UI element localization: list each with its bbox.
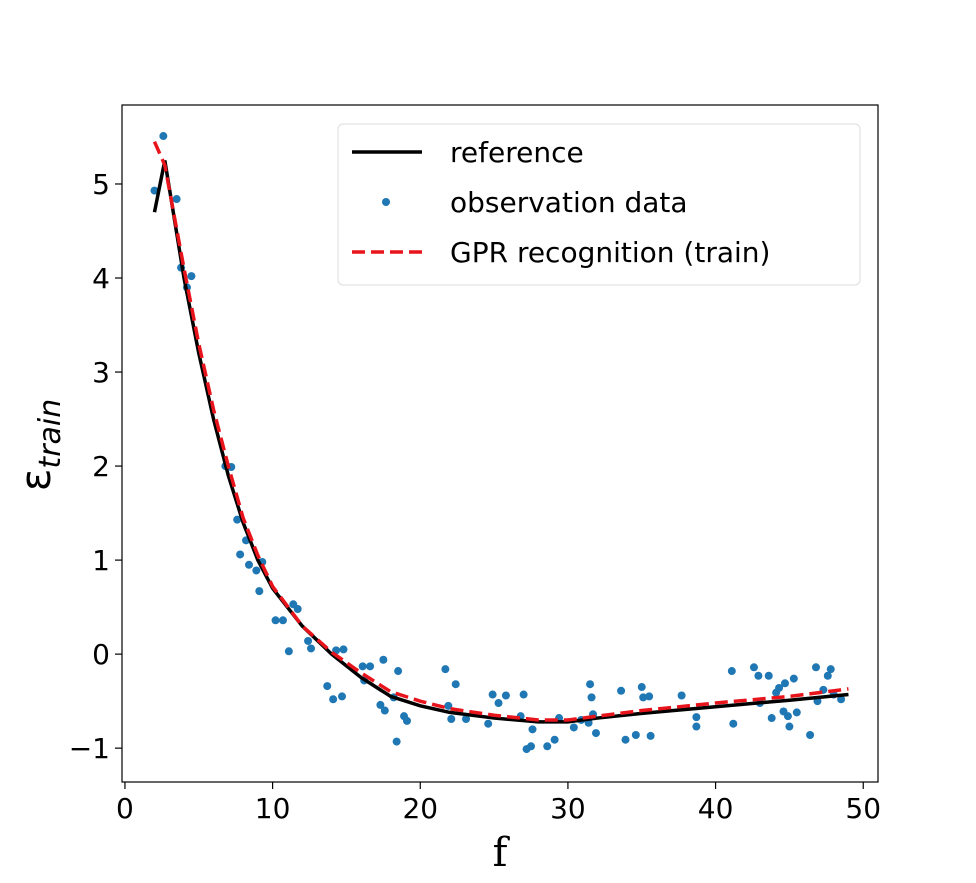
point <box>621 735 630 744</box>
y-tick-label: 3 <box>92 356 110 389</box>
point <box>252 566 261 575</box>
point <box>591 729 600 738</box>
point <box>586 680 595 689</box>
point <box>826 665 835 674</box>
x-tick-label: 40 <box>698 792 734 825</box>
x-tick-label: 30 <box>550 792 586 825</box>
point <box>550 735 559 744</box>
line <box>152 160 849 724</box>
point <box>236 550 245 559</box>
point <box>754 671 763 680</box>
point <box>339 645 348 654</box>
point <box>323 682 332 691</box>
point <box>150 186 159 195</box>
point <box>811 663 820 672</box>
point <box>677 691 686 700</box>
point <box>749 663 758 672</box>
point <box>278 616 287 625</box>
point <box>729 719 738 728</box>
point <box>792 708 801 717</box>
y-tick-label: 4 <box>92 262 110 295</box>
x-tick-label: 0 <box>116 792 134 825</box>
point <box>244 560 253 569</box>
point <box>789 674 798 683</box>
point <box>587 693 596 702</box>
point <box>764 671 773 680</box>
point <box>785 722 794 731</box>
y-tick-label: −1 <box>69 732 110 765</box>
point <box>631 730 640 739</box>
point <box>780 679 789 688</box>
point <box>488 690 497 699</box>
point <box>637 683 646 692</box>
plot-frame <box>121 104 879 783</box>
legend-label: reference <box>450 136 584 169</box>
point <box>444 701 453 710</box>
legend-box <box>337 123 861 286</box>
x-axis-label: f <box>493 830 511 876</box>
point <box>837 695 846 704</box>
point <box>783 712 792 721</box>
legend-label: GPR recognition (train) <box>450 236 770 269</box>
y-axis-label-sub: train <box>33 399 68 469</box>
point <box>293 604 302 613</box>
line <box>152 140 849 722</box>
point <box>569 723 578 732</box>
point <box>338 692 347 701</box>
point <box>366 662 375 671</box>
point <box>767 714 776 723</box>
point <box>402 716 411 725</box>
point <box>233 515 242 524</box>
x-tick-label: 50 <box>845 792 881 825</box>
point <box>692 713 701 722</box>
point <box>519 690 528 699</box>
y-tick-label: 1 <box>92 544 110 577</box>
point <box>501 691 510 700</box>
point <box>639 693 648 702</box>
point <box>484 719 493 728</box>
point <box>775 683 784 692</box>
y-tick-label: 5 <box>92 168 110 201</box>
x-tick-label: 10 <box>255 792 291 825</box>
point <box>441 665 450 674</box>
point <box>646 731 655 740</box>
point <box>392 737 401 746</box>
point <box>394 667 403 676</box>
legend-label: observation data <box>450 186 688 219</box>
point <box>617 686 626 695</box>
point <box>187 272 196 281</box>
point <box>645 692 654 701</box>
point <box>447 715 456 724</box>
point <box>451 680 460 689</box>
point <box>380 706 389 715</box>
point <box>823 671 832 680</box>
point <box>172 195 181 204</box>
point <box>527 742 536 751</box>
point <box>462 715 471 724</box>
point <box>271 616 280 625</box>
point <box>329 695 338 704</box>
point <box>376 700 385 709</box>
legend-marker <box>382 198 390 206</box>
point <box>528 725 537 734</box>
point <box>692 722 701 731</box>
point <box>806 730 815 739</box>
point <box>358 662 367 671</box>
point <box>543 742 552 751</box>
x-tick-label: 20 <box>402 792 438 825</box>
point <box>284 647 293 656</box>
point <box>307 644 315 653</box>
point <box>159 132 168 141</box>
point <box>379 655 388 664</box>
y-tick-label: 2 <box>92 450 110 483</box>
y-tick-label: 0 <box>92 638 110 671</box>
point <box>255 587 264 596</box>
point <box>727 667 736 676</box>
y-axis-label: εtrain <box>11 399 68 492</box>
y-axis-label-base: ε <box>11 469 60 492</box>
point <box>494 699 503 708</box>
point <box>304 636 313 645</box>
